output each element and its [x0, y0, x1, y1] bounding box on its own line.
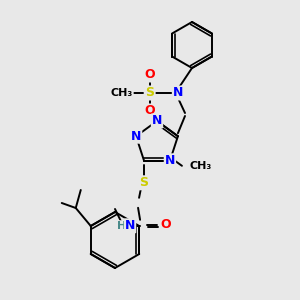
Text: N: N: [131, 130, 141, 143]
Text: O: O: [145, 104, 155, 118]
Text: S: S: [140, 176, 148, 189]
Text: O: O: [161, 218, 171, 231]
Text: H: H: [117, 221, 127, 231]
Text: N: N: [125, 219, 135, 232]
Text: CH₃: CH₃: [190, 161, 212, 171]
Text: N: N: [165, 154, 175, 167]
Text: O: O: [145, 68, 155, 82]
Text: S: S: [146, 86, 154, 100]
Text: CH₃: CH₃: [111, 88, 133, 98]
Text: N: N: [152, 115, 162, 128]
Text: N: N: [173, 86, 183, 100]
